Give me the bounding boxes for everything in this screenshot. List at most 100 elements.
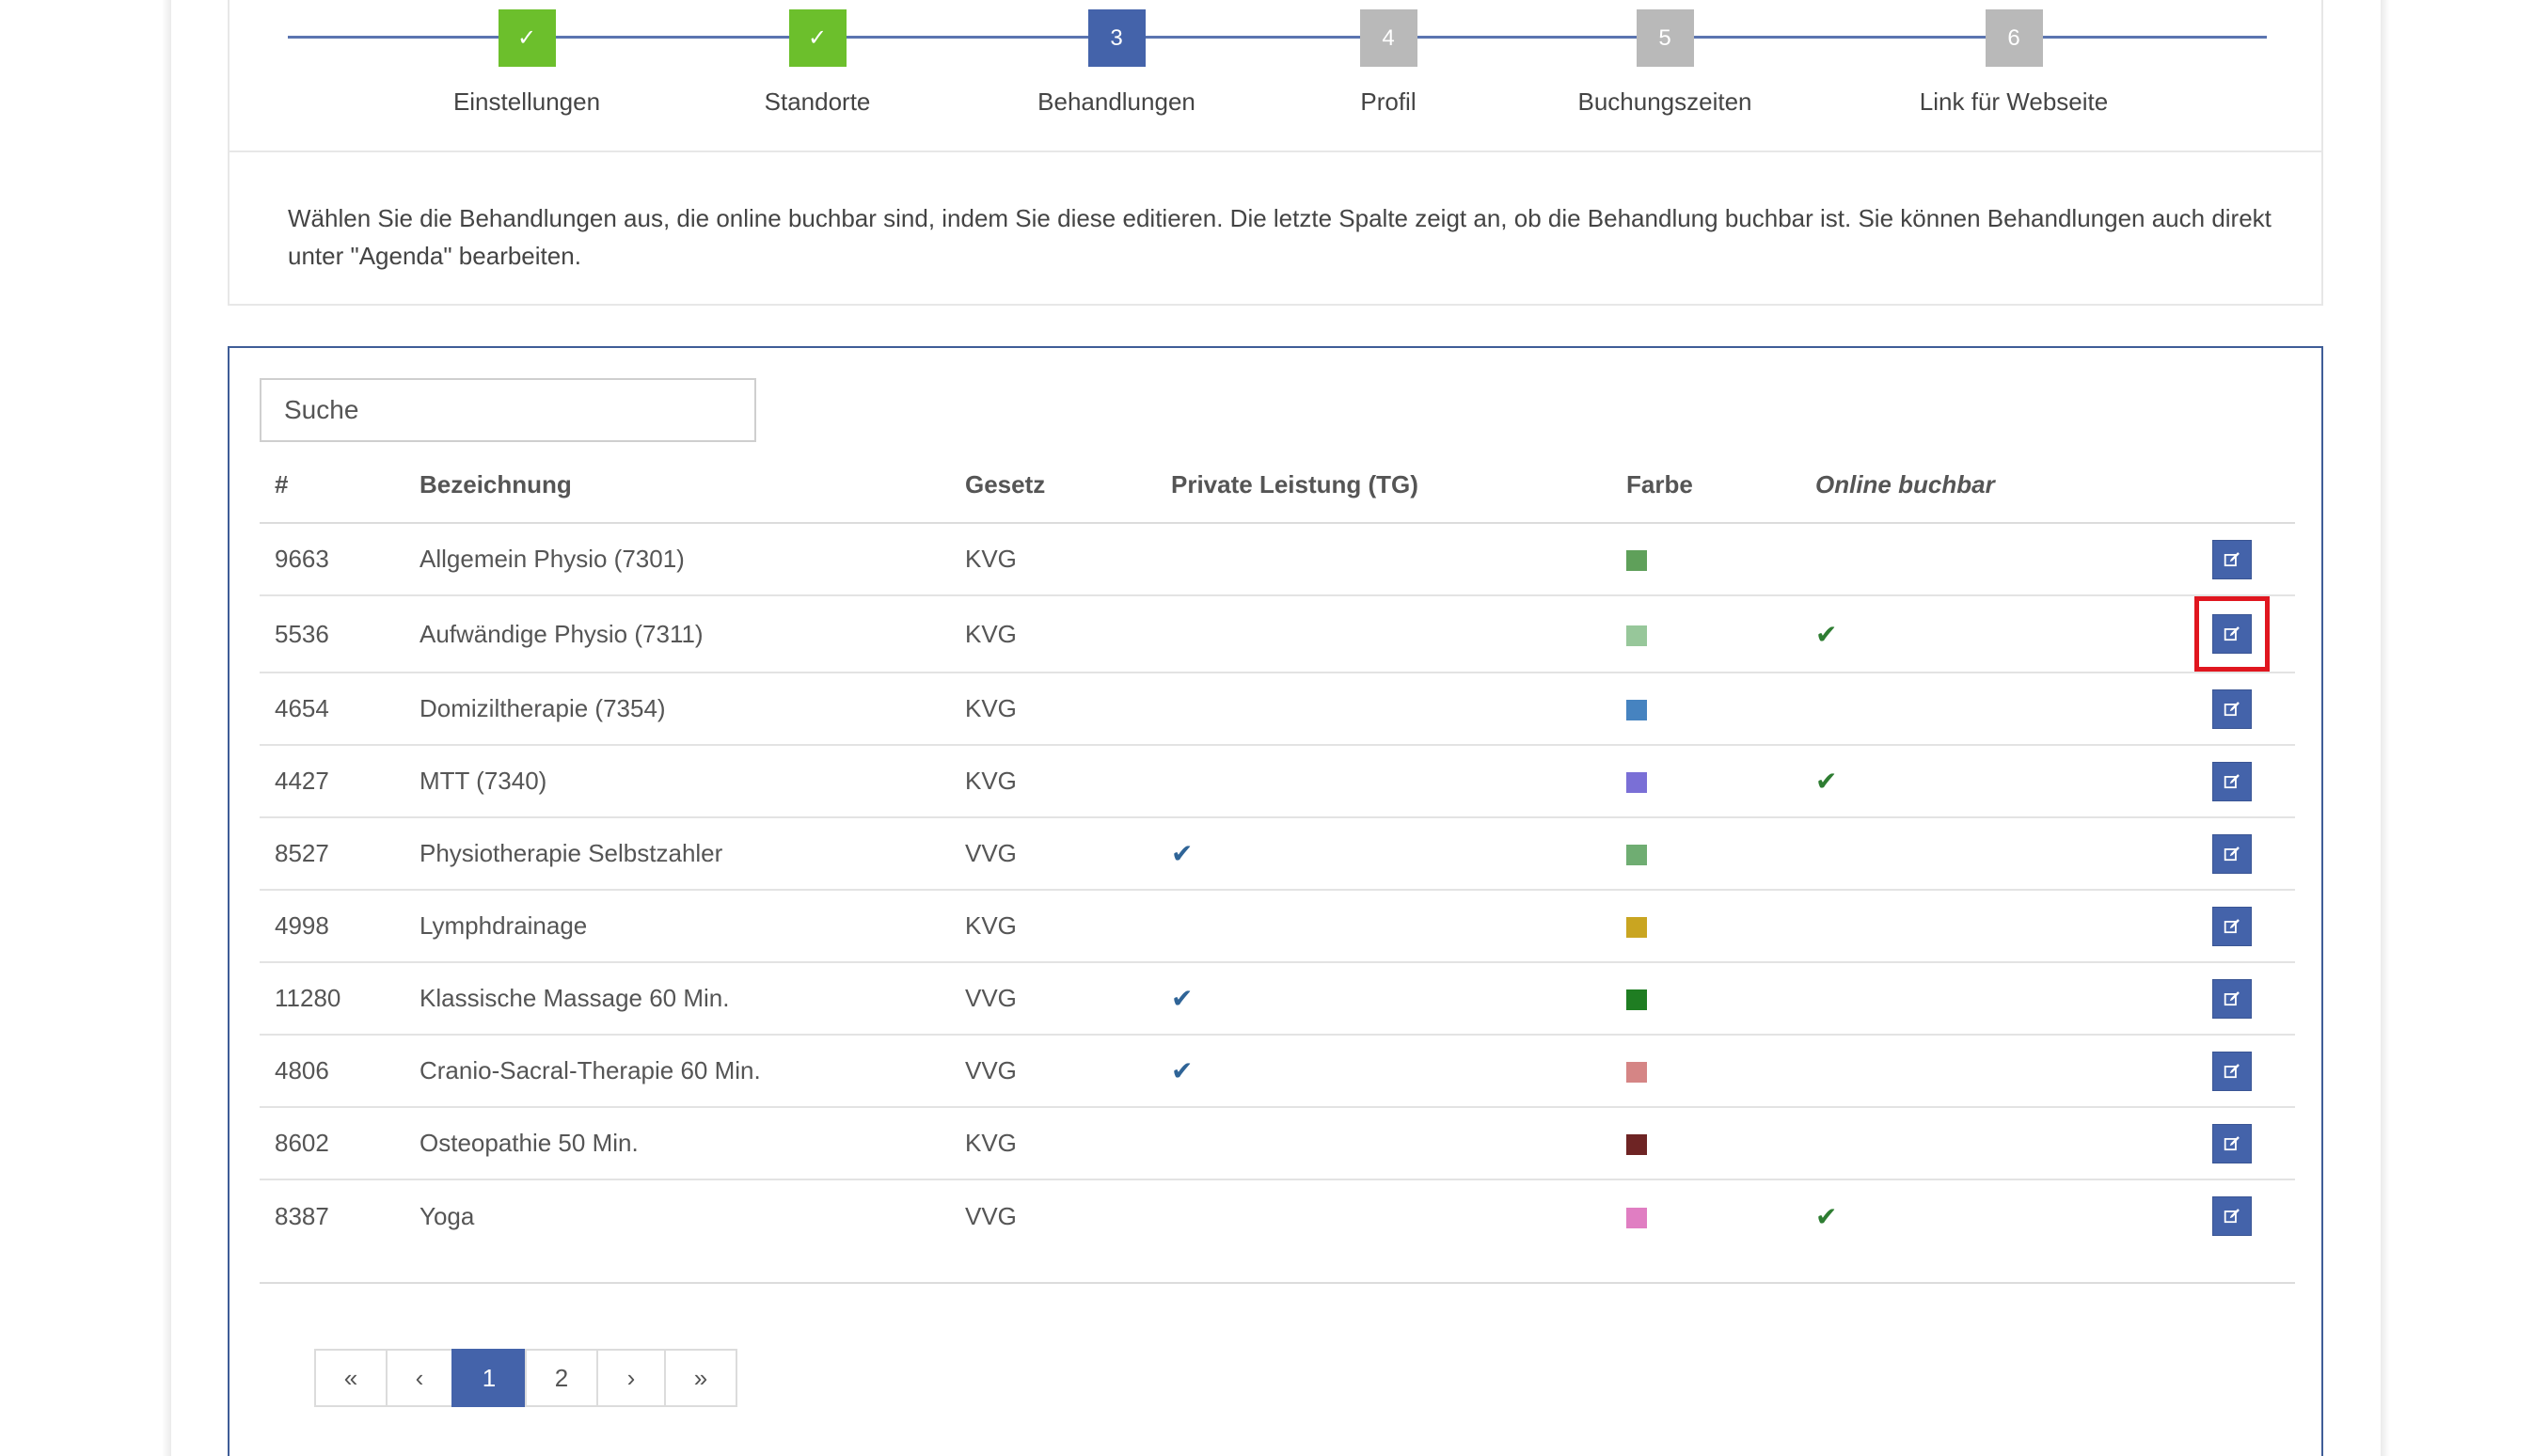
cell-color (1611, 817, 1800, 891)
cell-online (1800, 962, 2139, 1036)
cell-id: 9663 (260, 523, 404, 596)
cell-name: Yoga (420, 1201, 475, 1230)
wizard-step-label: Einstellungen (452, 87, 601, 116)
wizard-step-6[interactable]: 6 Link für Webseite (1873, 9, 2155, 117)
column-header-online[interactable]: Online buchbar (1800, 448, 2139, 524)
cell-private (1156, 1107, 1611, 1180)
step-number-badge: 3 (1087, 9, 1146, 67)
pagination-next-button[interactable]: › (596, 1349, 666, 1407)
pagination-prev-button[interactable]: ‹ (386, 1349, 453, 1407)
edit-button[interactable] (2212, 978, 2252, 1019)
edit-button[interactable] (2212, 614, 2252, 654)
pagination-page-1[interactable]: 1 (451, 1349, 527, 1407)
table-row: 8527 Physiotherapie Selbstzahler VVG ✔ (260, 817, 2295, 891)
cell-online: ✔ (1800, 595, 2139, 673)
edit-button[interactable] (2212, 539, 2252, 579)
cell-actions (2139, 1179, 2295, 1252)
table-row: 5536 Aufwändige Physio (7311) KVG ✔ (260, 595, 2295, 673)
cell-law: VVG (950, 962, 1156, 1036)
cell-color (1611, 1107, 1800, 1180)
check-icon: ✔ (1815, 1201, 1838, 1231)
cell-law: KVG (950, 745, 1156, 818)
cell-law: VVG (950, 1035, 1156, 1108)
cell-online (1800, 673, 2139, 746)
edit-button[interactable] (2212, 1196, 2252, 1236)
cell-color (1611, 1179, 1800, 1252)
column-header-id[interactable]: # (260, 448, 404, 524)
edit-icon (2224, 1063, 2240, 1078)
table-row: 8387 Yoga VVG ✔ (260, 1179, 2295, 1252)
wizard-steps: ✓ Einstellungen ✓ Standorte 3 Behandlungen 4 Pr… (230, 0, 2321, 152)
table-row: 4998 Lymphdrainage KVG (260, 890, 2295, 963)
step-number-badge: 5 (1636, 9, 1694, 67)
treatments-table: # Bezeichnung Gesetz Private Leistung (T… (260, 448, 2295, 1252)
check-icon: ✔ (1171, 1056, 1194, 1085)
edit-button[interactable] (2212, 1123, 2252, 1163)
edit-icon (2224, 626, 2240, 641)
edit-icon (2224, 846, 2240, 861)
column-header-private[interactable]: Private Leistung (TG) (1156, 448, 1611, 524)
color-swatch (1626, 989, 1647, 1011)
cell-color (1611, 673, 1800, 746)
wizard-step-5[interactable]: 5 Buchungszeiten (1524, 9, 1806, 117)
color-swatch (1626, 1207, 1647, 1228)
column-header-actions (2139, 448, 2295, 524)
cell-law: KVG (950, 673, 1156, 746)
cell-law: KVG (950, 595, 1156, 673)
column-header-color[interactable]: Farbe (1611, 448, 1800, 524)
cell-name: Klassische Massage 60 Min. (404, 962, 950, 1036)
wizard-step-3[interactable]: 3 Behandlungen (975, 9, 1258, 117)
cell-id: 5536 (260, 595, 404, 673)
wizard-progress-line (288, 36, 2267, 39)
table-row: 4427 MTT (7340) KVG ✔ (260, 745, 2295, 818)
cell-actions (2139, 890, 2295, 963)
cell-name: Osteopathie 50 Min. (404, 1107, 950, 1180)
cell-private (1156, 745, 1611, 818)
cell-id: 8387 (275, 1201, 329, 1230)
cell-color (1611, 745, 1800, 818)
cell-actions (2139, 1107, 2295, 1180)
cell-actions (2139, 523, 2295, 596)
cell-law: KVG (950, 1107, 1156, 1180)
cell-name: Physiotherapie Selbstzahler (404, 817, 950, 891)
cell-law: VVG (950, 817, 1156, 891)
cell-id: 4806 (260, 1035, 404, 1108)
cell-law: VVG (965, 1201, 1017, 1230)
table-row: 9663 Allgemein Physio (7301) KVG (260, 523, 2295, 596)
check-icon: ✔ (1815, 767, 1838, 796)
cell-color (1611, 1035, 1800, 1108)
column-header-name[interactable]: Bezeichnung (404, 448, 950, 524)
edit-button[interactable] (2212, 688, 2252, 729)
edit-button[interactable] (2212, 833, 2252, 874)
edit-button[interactable] (2212, 1051, 2252, 1091)
cell-name: Cranio-Sacral-Therapie 60 Min. (404, 1035, 950, 1108)
color-swatch (1626, 917, 1647, 939)
pagination-page-2[interactable]: 2 (525, 1349, 598, 1407)
cell-color (1611, 962, 1800, 1036)
column-header-law[interactable]: Gesetz (950, 448, 1156, 524)
check-icon: ✔ (1815, 619, 1838, 649)
wizard-step-2[interactable]: ✓ Standorte (676, 9, 958, 117)
cell-id: 4998 (260, 890, 404, 963)
cell-private: ✔ (1156, 1035, 1611, 1108)
table-row: 11280 Klassische Massage 60 Min. VVG ✔ (260, 962, 2295, 1036)
cell-color (1611, 595, 1800, 673)
color-swatch (1626, 1134, 1647, 1156)
table-row: 8602 Osteopathie 50 Min. KVG (260, 1107, 2295, 1180)
search-input[interactable] (260, 378, 756, 442)
cell-id: 4654 (260, 673, 404, 746)
pagination-last-button[interactable]: » (664, 1349, 737, 1407)
wizard-step-4[interactable]: 4 Profil (1247, 9, 1529, 117)
cell-name: Lymphdrainage (404, 890, 950, 963)
color-swatch (1626, 550, 1647, 572)
cell-private (1156, 890, 1611, 963)
pagination-first-button[interactable]: « (314, 1349, 388, 1407)
cell-law: KVG (950, 890, 1156, 963)
cell-online (1800, 890, 2139, 963)
check-icon: ✔ (1171, 839, 1194, 868)
wizard-step-1[interactable]: ✓ Einstellungen (386, 9, 668, 117)
cell-online (1800, 523, 2139, 596)
table-divider (260, 1282, 2295, 1284)
edit-button[interactable] (2212, 761, 2252, 801)
edit-button[interactable] (2212, 906, 2252, 946)
